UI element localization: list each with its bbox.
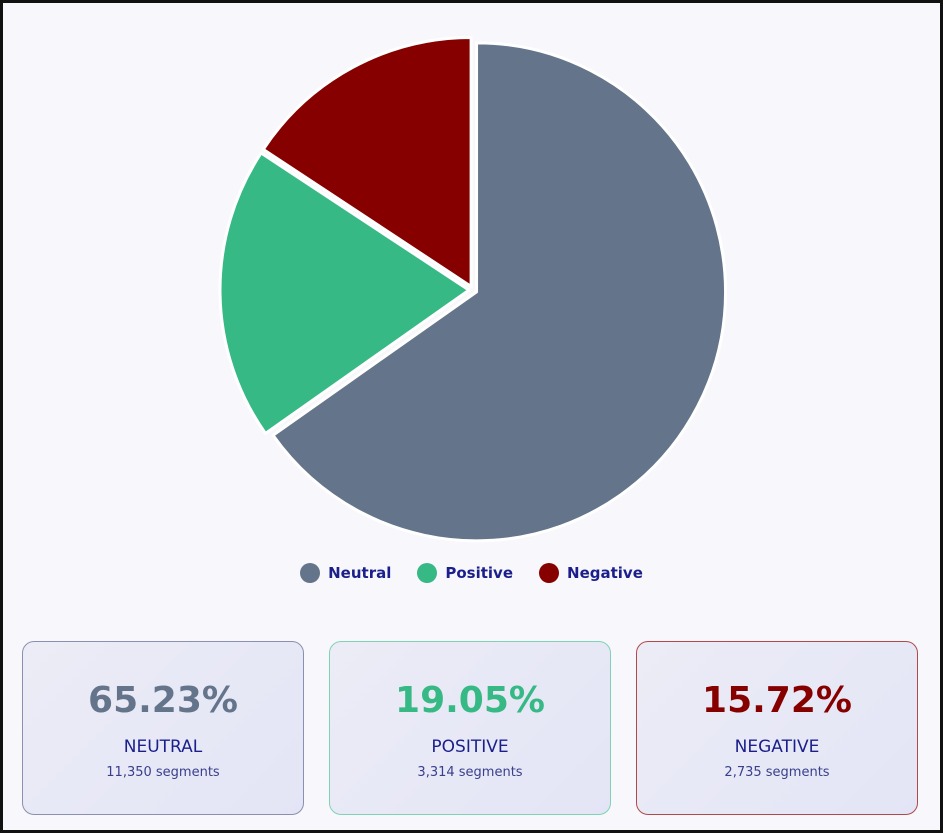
legend-label-positive: Positive: [445, 564, 514, 582]
stat-cards: 65.23% NEUTRAL 11,350 segments 19.05% PO…: [22, 641, 922, 817]
legend-item-positive[interactable]: Positive: [417, 563, 513, 583]
stat-card-label: NEGATIVE: [734, 737, 820, 757]
legend-item-negative[interactable]: Negative: [539, 563, 643, 583]
pie-chart-area: [3, 3, 940, 548]
stat-card-negative: 15.72% NEGATIVE 2,735 segments: [636, 641, 918, 815]
legend-swatch-positive: [417, 563, 438, 583]
legend-label-negative: Negative: [567, 564, 643, 582]
pie-slice-neutral[interactable]: [271, 41, 728, 543]
stat-card-segments: 2,735 segments: [724, 765, 830, 780]
stat-card-segments: 3,314 segments: [417, 765, 523, 780]
legend-swatch-negative: [539, 563, 560, 583]
chart-legend: Neutral Positive Negative: [3, 563, 940, 583]
legend-item-neutral[interactable]: Neutral: [300, 563, 391, 583]
stat-card-label: NEUTRAL: [123, 737, 203, 757]
legend-label-neutral: Neutral: [328, 564, 392, 582]
pie-chart: [218, 35, 728, 543]
stat-card-neutral: 65.23% NEUTRAL 11,350 segments: [22, 641, 304, 815]
legend-swatch-neutral: [300, 563, 321, 583]
pie-slice-positive[interactable]: [218, 151, 471, 435]
stat-card-positive: 19.05% POSITIVE 3,314 segments: [329, 641, 611, 815]
stat-card-percent: 19.05%: [395, 680, 545, 721]
stat-card-percent: 65.23%: [88, 680, 238, 721]
stat-card-percent: 15.72%: [702, 680, 852, 721]
stat-card-label: POSITIVE: [431, 737, 509, 757]
pie-slice-negative[interactable]: [261, 35, 473, 288]
stat-card-segments: 11,350 segments: [106, 765, 220, 780]
